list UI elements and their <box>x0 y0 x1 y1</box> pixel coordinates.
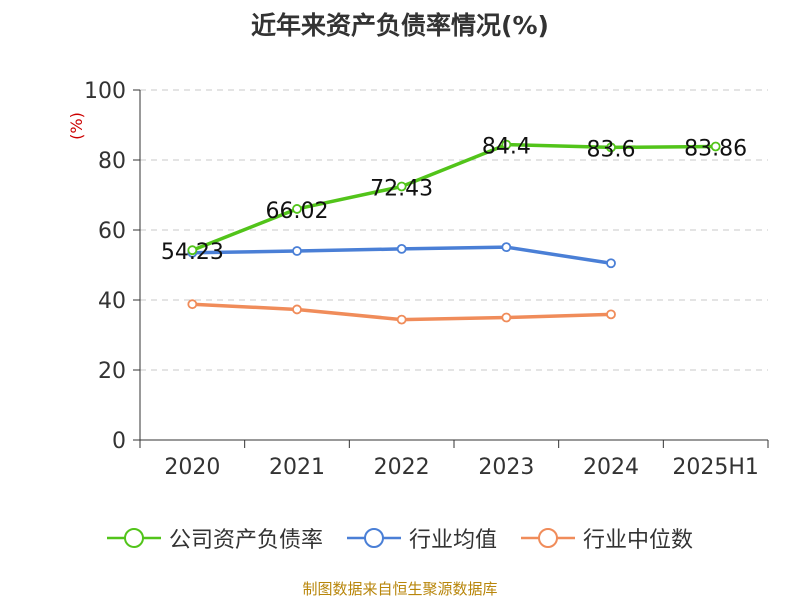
data-point <box>187 245 198 256</box>
x-tick-label: 2024 <box>583 455 639 480</box>
data-label: 84.4 <box>482 135 531 160</box>
y-tick-label: 60 <box>98 219 126 244</box>
legend-item: 行业中位数 <box>521 522 693 554</box>
data-point <box>292 204 302 214</box>
data-label: 83.6 <box>587 137 636 162</box>
data-point <box>606 258 616 269</box>
data-point <box>710 141 721 152</box>
source-note: 制图数据来自恒生聚源数据库 <box>302 580 498 598</box>
x-tick-label: 2023 <box>478 455 534 480</box>
data-point <box>292 304 302 315</box>
legend-item: 公司资产负债率 <box>106 522 323 554</box>
series-line-0 <box>191 142 716 252</box>
legend-label: 行业中位数 <box>583 528 694 553</box>
data-point <box>396 314 407 325</box>
data-label: 72.43 <box>370 176 433 201</box>
data-point <box>606 142 616 153</box>
x-tick-label: 2022 <box>374 455 430 480</box>
legend-swatch <box>521 528 575 548</box>
y-axis-label: (%) <box>67 112 86 140</box>
data-labels: 54.23 66.02 72.43 84.4 83.6 83.86 <box>161 135 747 266</box>
chart-title: 近年来资产负债率情况(%) <box>251 11 549 40</box>
legend-swatch <box>106 528 161 548</box>
data-point <box>396 181 407 192</box>
series <box>187 139 721 325</box>
legend-item: 行业均值 <box>346 522 497 554</box>
x-tick-label: 2025H1 <box>672 455 759 480</box>
grid-lines <box>140 89 768 371</box>
data-label: 54.23 <box>161 240 224 265</box>
data-point <box>396 243 407 254</box>
x-tick-label: 2021 <box>269 455 325 480</box>
legend-swatch <box>346 528 401 548</box>
y-tick-label: 20 <box>98 359 126 384</box>
legend-marker <box>363 528 384 548</box>
legend-marker <box>123 528 144 548</box>
data-point <box>501 139 512 150</box>
y-tick-label: 0 <box>112 429 126 454</box>
data-point <box>606 309 616 320</box>
x-tick-label: 2020 <box>164 455 220 480</box>
data-point <box>501 242 512 253</box>
y-tick-label: 80 <box>98 149 126 174</box>
data-label: 66.02 <box>266 199 329 224</box>
data-label: 83.86 <box>684 136 747 161</box>
legend-label: 行业均值 <box>408 528 497 553</box>
legend: 公司资产负债率 行业均值 行业中位数 <box>0 518 800 558</box>
data-point <box>501 312 512 323</box>
legend-marker <box>538 528 558 548</box>
axes: 0 20 40 60 80 100 2020 2021 2022 2023 2024 2025H1 (%… <box>67 79 769 480</box>
data-point <box>187 299 198 310</box>
data-point <box>292 246 302 256</box>
y-tick-label: 40 <box>98 289 126 314</box>
y-tick-label: 100 <box>84 79 126 104</box>
legend-label: 公司资产负债率 <box>168 528 323 553</box>
